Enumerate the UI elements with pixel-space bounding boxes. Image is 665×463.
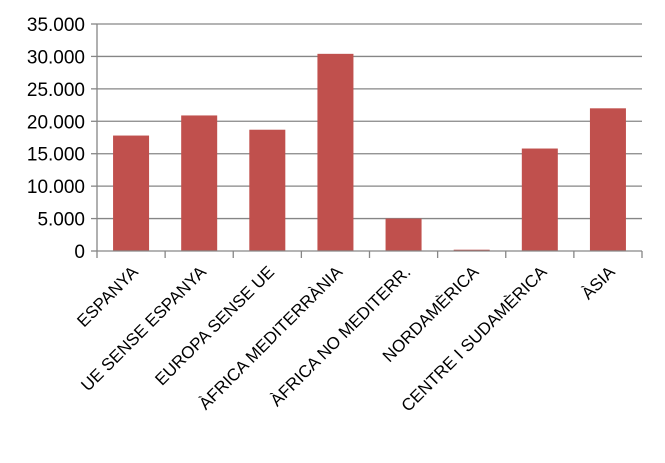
y-tick-label: 30.000 (27, 47, 85, 68)
y-tick-labels: 0 5.000 10.000 15.000 20.000 25.000 30.000 35.0… (27, 15, 85, 263)
y-tick-label: 35.000 (27, 15, 85, 36)
bar (521, 148, 558, 251)
bar (385, 218, 422, 251)
y-tick-label: 10.000 (27, 177, 85, 198)
bar (249, 129, 286, 251)
x-tick-label: ÀFRICA MEDITERRÀNIA (195, 262, 346, 413)
x-tick-label: ÀFRICA NO MEDITERR. (267, 262, 415, 410)
y-tick-label: 15.000 (27, 145, 85, 166)
bar (589, 108, 626, 251)
x-tick-label: UE SENSE ESPANYA (77, 262, 210, 395)
axes (91, 23, 643, 258)
x-tick-label: EUROPA SENSE UE (151, 262, 278, 389)
bar (317, 53, 354, 251)
y-tick-label: 0 (74, 242, 85, 263)
y-tick-label: 20.000 (27, 112, 85, 133)
bars (113, 53, 626, 251)
y-tick-label: 25.000 (27, 80, 85, 101)
bar (181, 115, 218, 251)
gridlines (97, 23, 642, 220)
bar (113, 135, 150, 251)
x-tick-label: CENTRE I SUDAMÈRICA (398, 262, 551, 415)
x-tick-label: ESPANYA (73, 262, 142, 331)
x-tick-label: ÀSIA (578, 262, 619, 303)
y-tick-label: 5.000 (37, 210, 85, 231)
